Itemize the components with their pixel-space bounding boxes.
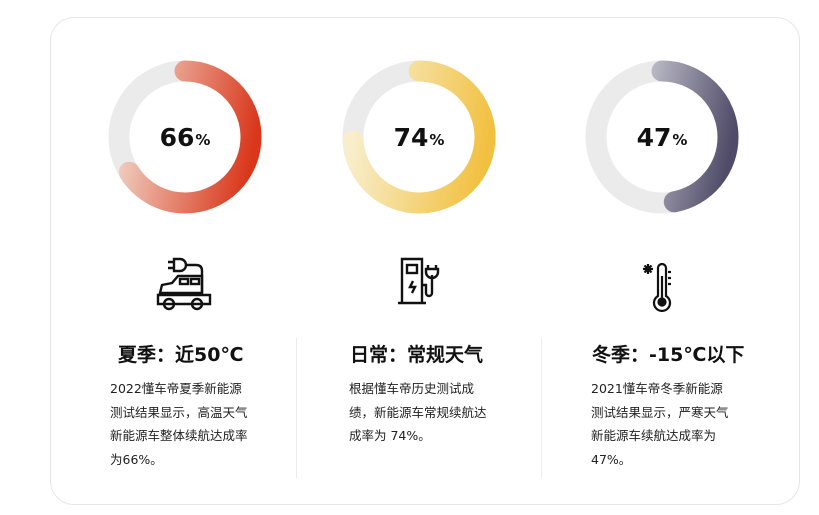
ring-daily: 74%: [342, 60, 496, 214]
ring-chart: [585, 60, 739, 214]
ring-chart: [108, 60, 262, 214]
divider: [296, 338, 297, 478]
ring-summer: 66%: [108, 60, 262, 214]
card-desc-daily: 根据懂车帝历史测试成绩，新能源车常规续航达成率为 74%。: [349, 381, 487, 443]
percent-label: 74%: [393, 122, 445, 152]
range-stats-card: [50, 17, 800, 505]
card-title-winter: 冬季：-15℃以下: [592, 344, 745, 366]
ring-progress-arc: [585, 60, 739, 214]
ring-winter: 47%: [585, 60, 739, 214]
cold-thermometer-icon: [643, 262, 672, 312]
card-desc-winter: 2021懂车帝冬季新能源测试结果显示，严寒天气新能源车续航达成率为47%。: [591, 381, 729, 467]
charging-station-icon: [398, 257, 440, 305]
ring-progress-arc: [342, 60, 496, 214]
ring-chart: [342, 60, 496, 214]
divider: [541, 338, 542, 478]
ring-progress-arc: [108, 60, 262, 214]
electric-car-plug-icon: [156, 257, 212, 311]
percent-label: 66%: [159, 122, 211, 152]
card-title-daily: 日常：常规天气: [350, 344, 484, 366]
percent-label: 47%: [636, 122, 688, 152]
card-title-summer: 夏季：近50℃: [118, 344, 244, 366]
card-desc-summer: 2022懂车帝夏季新能源测试结果显示，高温天气新能源车整体续航达成率为66%。: [110, 381, 248, 467]
